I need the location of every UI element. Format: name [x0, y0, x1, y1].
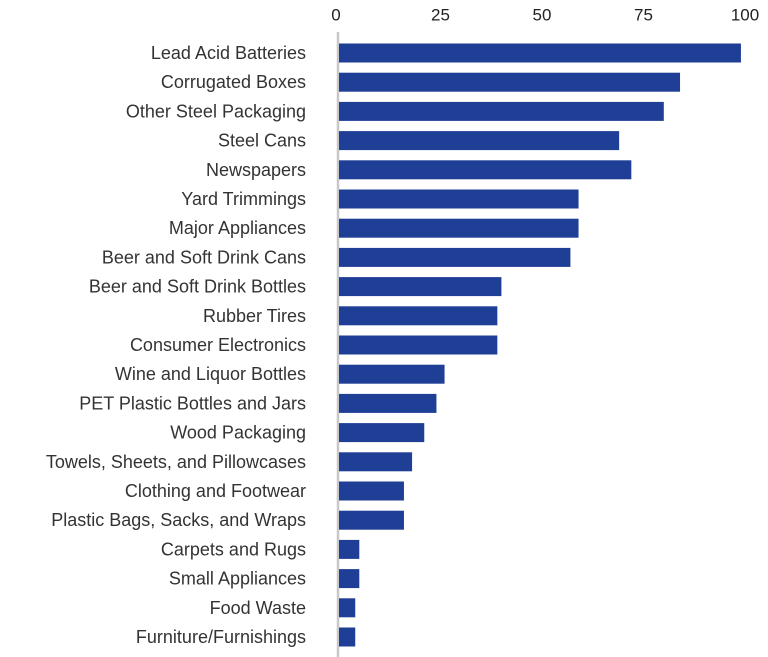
category-label: Beer and Soft Drink Bottles: [89, 277, 306, 297]
bar: [339, 160, 632, 180]
bar: [339, 627, 356, 647]
bar: [339, 189, 579, 209]
category-label: Lead Acid Batteries: [151, 43, 306, 63]
bar: [339, 335, 498, 355]
bar: [339, 131, 620, 151]
category-label: Major Appliances: [169, 218, 306, 238]
bar: [339, 452, 413, 472]
category-label: Small Appliances: [169, 569, 306, 589]
bar: [339, 569, 360, 589]
bar: [339, 247, 571, 267]
category-label: Food Waste: [210, 598, 306, 618]
x-tick-label: 50: [533, 6, 552, 25]
category-label: Yard Trimmings: [181, 189, 306, 209]
category-label: Clothing and Footwear: [125, 481, 306, 501]
category-label: Corrugated Boxes: [161, 72, 306, 92]
bar: [339, 277, 502, 297]
bar: [339, 101, 664, 121]
bar: [339, 481, 404, 501]
category-label: Steel Cans: [218, 131, 306, 151]
bar: [339, 306, 498, 326]
category-label: PET Plastic Bottles and Jars: [79, 393, 306, 413]
category-labels: Lead Acid Batteries Corrugated Boxes Other…: [46, 43, 306, 647]
category-label: Furniture/Furnishings: [136, 627, 306, 647]
bar: [339, 364, 445, 384]
bar: [339, 43, 741, 63]
bar: [339, 393, 437, 413]
bar: [339, 598, 356, 618]
category-label: Newspapers: [206, 160, 306, 180]
bars: [339, 43, 741, 647]
category-label: Wood Packaging: [170, 423, 306, 443]
category-label: Consumer Electronics: [130, 335, 306, 355]
x-axis-ticks: 0 25 50 75 100: [331, 6, 759, 25]
x-tick-label: 0: [331, 6, 340, 25]
category-label: Rubber Tires: [203, 306, 306, 326]
category-label: Beer and Soft Drink Cans: [102, 247, 306, 267]
x-tick-label: 100: [731, 6, 759, 25]
x-tick-label: 25: [431, 6, 450, 25]
bar: [339, 72, 681, 92]
category-label: Other Steel Packaging: [126, 101, 306, 121]
bar: [339, 510, 404, 530]
bar: [339, 539, 360, 559]
category-label: Towels, Sheets, and Pillowcases: [46, 452, 306, 472]
bar: [339, 218, 579, 238]
category-label: Wine and Liquor Bottles: [115, 364, 306, 384]
x-tick-label: 75: [634, 6, 653, 25]
category-label: Plastic Bags, Sacks, and Wraps: [51, 510, 306, 530]
category-label: Carpets and Rugs: [161, 539, 306, 559]
bar: [339, 423, 425, 443]
